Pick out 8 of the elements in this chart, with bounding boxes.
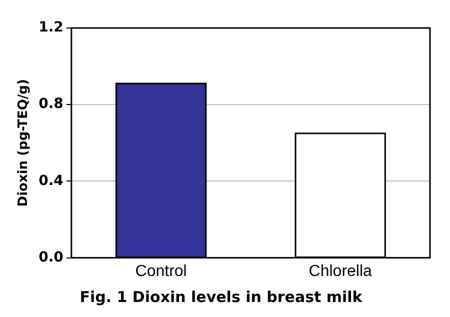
y-tick-label: 0.0 — [38, 249, 64, 266]
text: Fig. 1 Dioxin levels in breast milk — [80, 288, 364, 306]
x-tick-label: Chlorella — [308, 262, 372, 280]
y-tick-label: 0.4 — [38, 172, 64, 189]
y-axis-title: Dioxin (pg-TEQ/g) — [16, 79, 32, 207]
y-tick-label: 1.2 — [38, 20, 64, 36]
x-tick-label: Control — [135, 262, 187, 280]
y-tick-label: 0.8 — [38, 96, 64, 112]
